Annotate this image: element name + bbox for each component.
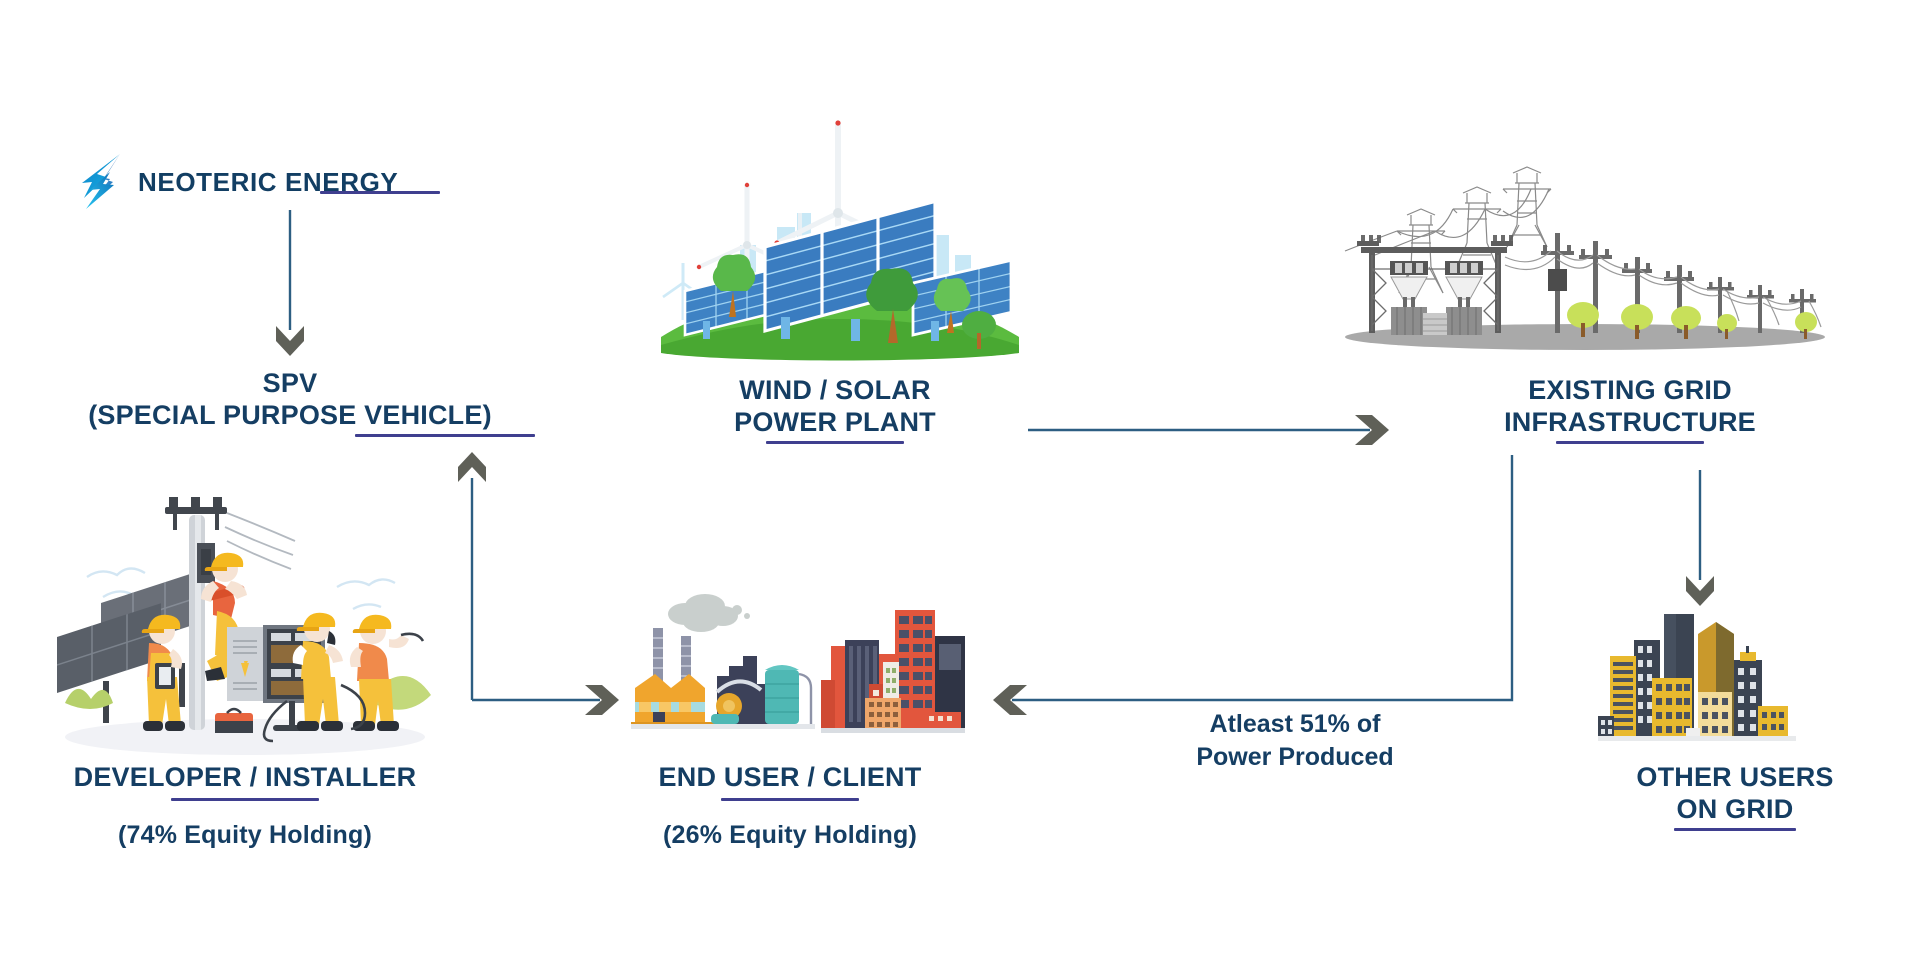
annotation-line-2: Power Produced: [1196, 742, 1394, 771]
node-existing-grid-infrastructure: EXISTING GRID INFRASTRUCTURE: [1430, 375, 1830, 444]
node-wind-solar-illustration: [655, 105, 1025, 370]
node-other-users-on-grid: OTHER USERS ON GRID: [1570, 762, 1900, 831]
node-end-user-client: END USER / CLIENT (26% Equity Holding): [590, 762, 990, 850]
node-spv-underline: [355, 433, 535, 437]
node-end-user-illustration: [625, 588, 965, 748]
lightning-bolt-logo-icon: [80, 152, 126, 212]
node-end-user-title: END USER / CLIENT: [658, 762, 922, 792]
node-other-users-underline: [1674, 827, 1796, 831]
arrow-grid-to-end-user: [993, 455, 1514, 715]
node-end-user-equity: (26% Equity Holding): [663, 820, 917, 849]
arrow-brand-to-spv: [276, 210, 304, 356]
node-spv: SPV (SPECIAL PURPOSE VEHICLE): [30, 368, 550, 437]
node-grid-title: EXISTING GRID INFRASTRUCTURE: [1504, 375, 1756, 437]
annotation-power-share: Atleast 51% of Power Produced: [1110, 708, 1480, 773]
node-grid-underline: [1556, 440, 1704, 444]
node-other-users-title: OTHER USERS ON GRID: [1636, 762, 1834, 824]
node-wind-solar-title: WIND / SOLAR POWER PLANT: [734, 375, 936, 437]
annotation-line-1: Atleast 51% of: [1209, 710, 1381, 738]
node-developer-equity: (74% Equity Holding): [118, 820, 372, 849]
node-developer-underline: [171, 797, 319, 801]
node-other-users-illustration: [1598, 608, 1798, 748]
arrow-grid-to-other-users: [1686, 470, 1714, 606]
arrow-developer-to-spv: [458, 452, 486, 700]
node-developer-illustration: [45, 485, 445, 760]
node-wind-solar-power-plant: WIND / SOLAR POWER PLANT: [620, 375, 1050, 444]
node-developer-installer: DEVELOPER / INSTALLER (74% Equity Holdin…: [35, 762, 455, 850]
arrow-powerplant-to-grid: [1028, 415, 1389, 445]
node-wind-solar-underline: [766, 440, 904, 444]
brand-underline: [320, 191, 440, 194]
node-grid-illustration: [1335, 165, 1835, 350]
node-end-user-underline: [721, 797, 859, 801]
arrow-developer-to-end-user: [472, 685, 619, 715]
node-developer-title: DEVELOPER / INSTALLER: [73, 762, 417, 792]
node-spv-title: SPV (SPECIAL PURPOSE VEHICLE): [88, 368, 492, 430]
